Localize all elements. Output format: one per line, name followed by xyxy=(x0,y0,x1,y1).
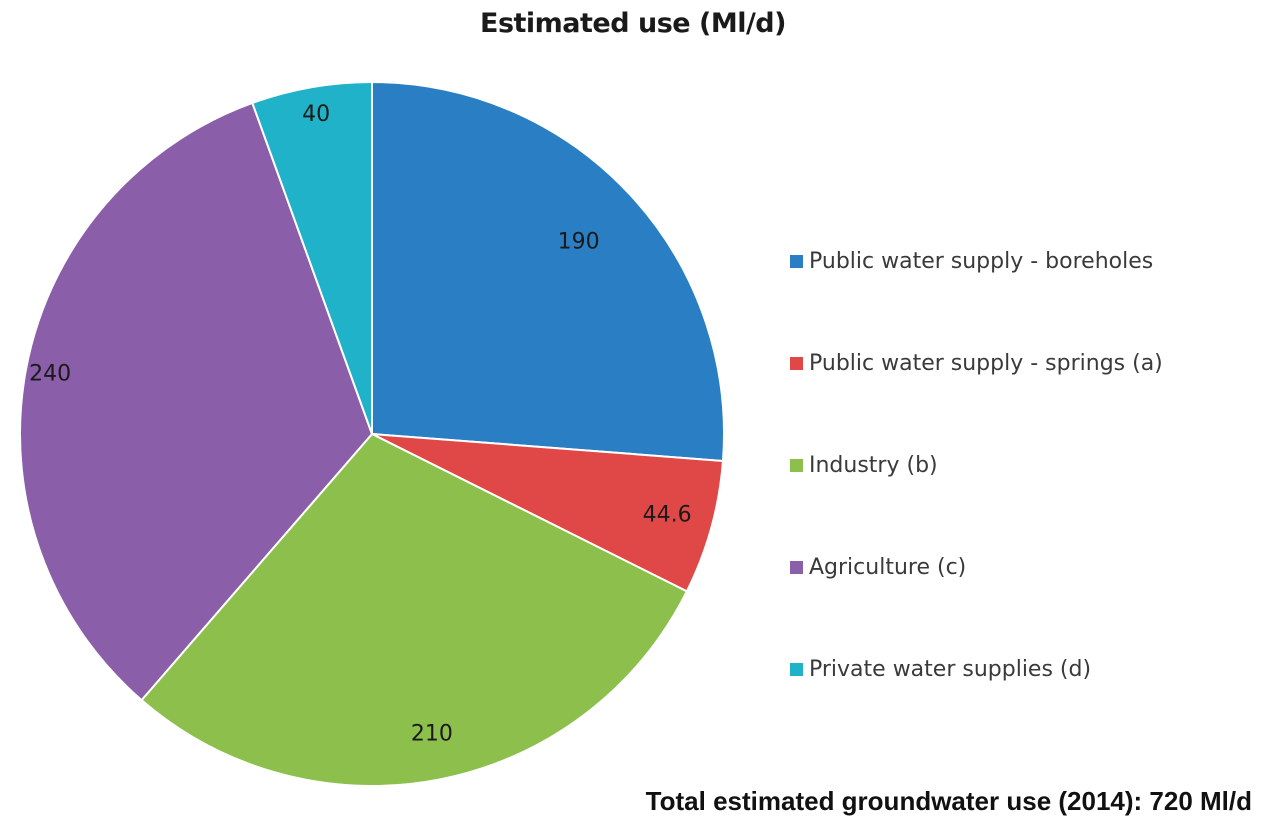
pie-value-label-5: 40 xyxy=(302,102,330,127)
chart-legend: Public water supply - boreholes Public wa… xyxy=(790,210,1163,720)
pie-value-label-4: 240 xyxy=(29,361,71,386)
legend-item-2: Public water supply - springs (a) xyxy=(790,312,1163,414)
legend-label: Private water supplies (d) xyxy=(809,656,1092,682)
legend-item-1: Public water supply - boreholes xyxy=(790,210,1163,312)
legend-item-3: Industry (b) xyxy=(790,414,1163,516)
pie-slices xyxy=(19,80,725,787)
pie-value-label-2: 44.6 xyxy=(643,503,692,528)
legend-swatch xyxy=(790,458,803,472)
pie-value-label-3: 210 xyxy=(411,721,453,746)
legend-swatch xyxy=(790,560,803,574)
legend-label: Industry (b) xyxy=(809,452,938,478)
pie-slice-2 xyxy=(371,433,725,593)
total-use-footnote: Total estimated groundwater use (2014): … xyxy=(645,786,1252,816)
pie-value-label-1: 190 xyxy=(558,230,600,255)
legend-item-5: Private water supplies (d) xyxy=(790,618,1163,720)
pie-slice-1 xyxy=(371,80,725,463)
legend-label: Public water supply - boreholes xyxy=(809,248,1154,274)
pie-value-labels: 190 44.6 210 240 40 xyxy=(29,102,691,746)
chart-title: Estimated use (Ml/d) xyxy=(480,8,786,39)
legend-label: Agriculture (c) xyxy=(809,554,967,580)
legend-swatch xyxy=(790,356,803,370)
pie-slice-4 xyxy=(19,101,374,702)
legend-swatch xyxy=(790,254,803,268)
legend-label: Public water supply - springs (a) xyxy=(809,350,1163,376)
legend-swatch xyxy=(790,662,803,676)
pie-slice-3 xyxy=(140,432,689,787)
pie-slice-5 xyxy=(251,80,373,435)
legend-item-4: Agriculture (c) xyxy=(790,516,1163,618)
